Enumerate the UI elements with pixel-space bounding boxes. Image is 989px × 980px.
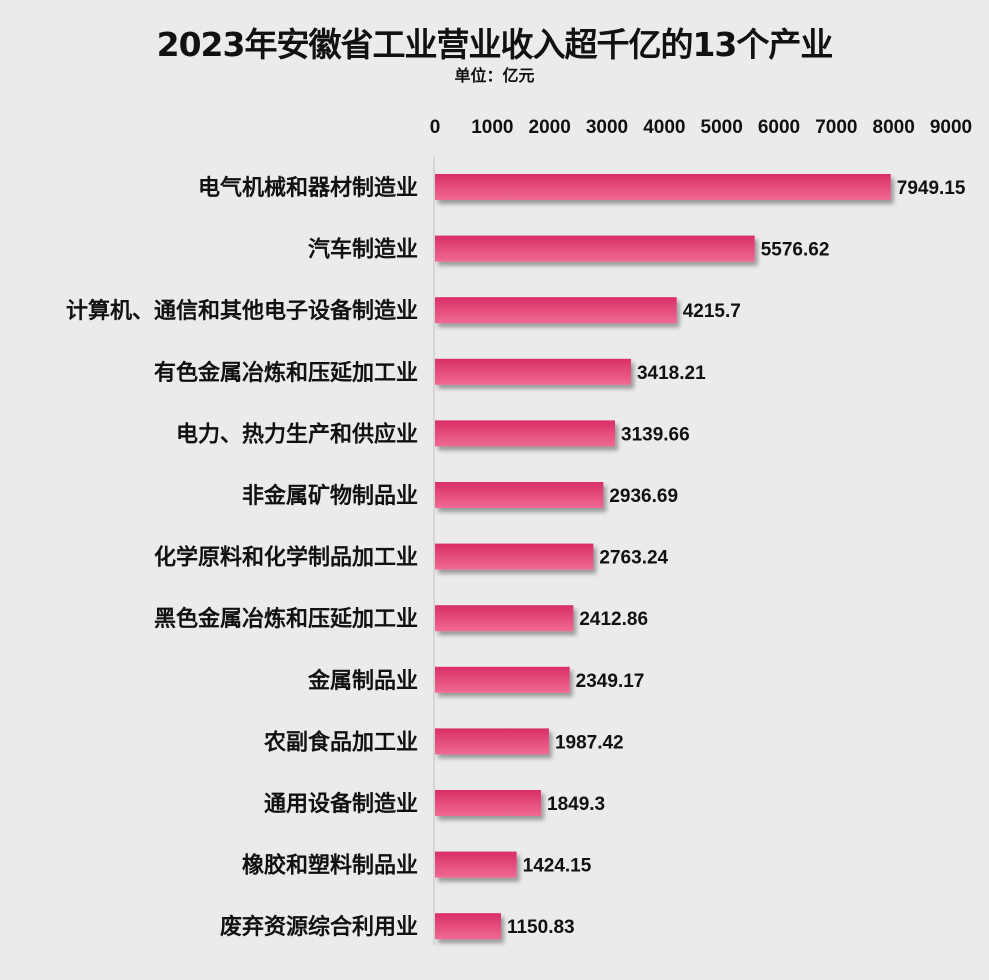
data-label: 2936.69 — [609, 486, 678, 507]
bar — [435, 790, 542, 816]
data-label: 1849.3 — [547, 794, 605, 815]
bar — [435, 666, 570, 693]
bar — [435, 728, 549, 755]
bar — [435, 605, 574, 632]
category-label: 金属制品业 — [307, 668, 418, 694]
x-tick-label: 7000 — [815, 117, 857, 138]
bar — [435, 358, 631, 385]
category-label: 电力、热力生产和供应业 — [176, 421, 418, 447]
x-tick-label: 0 — [430, 117, 441, 138]
data-label: 4215.7 — [683, 301, 741, 322]
data-label: 7949.15 — [897, 178, 966, 199]
x-tick-label: 8000 — [873, 117, 915, 138]
chart-title: 2023年安徽省工业营业收入超千亿的13个产业 — [156, 25, 834, 64]
x-tick-label: 5000 — [701, 117, 743, 138]
data-label: 2412.86 — [579, 609, 648, 630]
data-label: 2349.17 — [576, 671, 645, 692]
x-tick-label: 1000 — [471, 117, 513, 138]
category-label: 计算机、通信和其他电子设备制造业 — [66, 298, 418, 324]
data-label: 3418.21 — [637, 363, 706, 384]
data-label: 5576.62 — [761, 240, 830, 261]
data-label: 3139.66 — [621, 424, 690, 445]
data-label: 1150.83 — [507, 917, 575, 938]
bar — [435, 420, 616, 447]
bar — [435, 174, 891, 200]
category-label: 电气机械和器材制造业 — [198, 175, 418, 201]
data-label: 1424.15 — [523, 856, 592, 877]
bar — [435, 482, 604, 508]
category-label: 非金属矿物制品业 — [242, 483, 418, 509]
category-label: 黑色金属冶炼和压延加工业 — [154, 606, 418, 632]
chart-unit: 单位：亿元 — [454, 66, 535, 85]
category-label: 化学原料和化学制品加工业 — [154, 545, 418, 571]
category-label: 农副食品加工业 — [263, 729, 418, 755]
x-tick-label: 2000 — [529, 117, 571, 138]
x-tick-label: 4000 — [643, 117, 685, 138]
bar — [435, 235, 755, 262]
x-tick-label: 3000 — [586, 117, 628, 138]
category-label: 橡胶和塑料制品业 — [242, 853, 418, 879]
category-label: 通用设备制造业 — [264, 791, 418, 817]
bar — [435, 913, 501, 940]
data-label: 1987.42 — [555, 732, 624, 753]
x-tick-label: 6000 — [758, 117, 800, 138]
category-label: 汽车制造业 — [308, 237, 418, 263]
category-label: 废弃资源综合利用业 — [220, 914, 418, 940]
bar — [435, 543, 594, 570]
bar — [435, 851, 517, 878]
category-label: 有色金属冶炼和压延加工业 — [154, 360, 418, 386]
bar — [435, 297, 677, 324]
data-label: 2763.24 — [599, 548, 668, 569]
x-tick-label: 9000 — [930, 117, 972, 138]
